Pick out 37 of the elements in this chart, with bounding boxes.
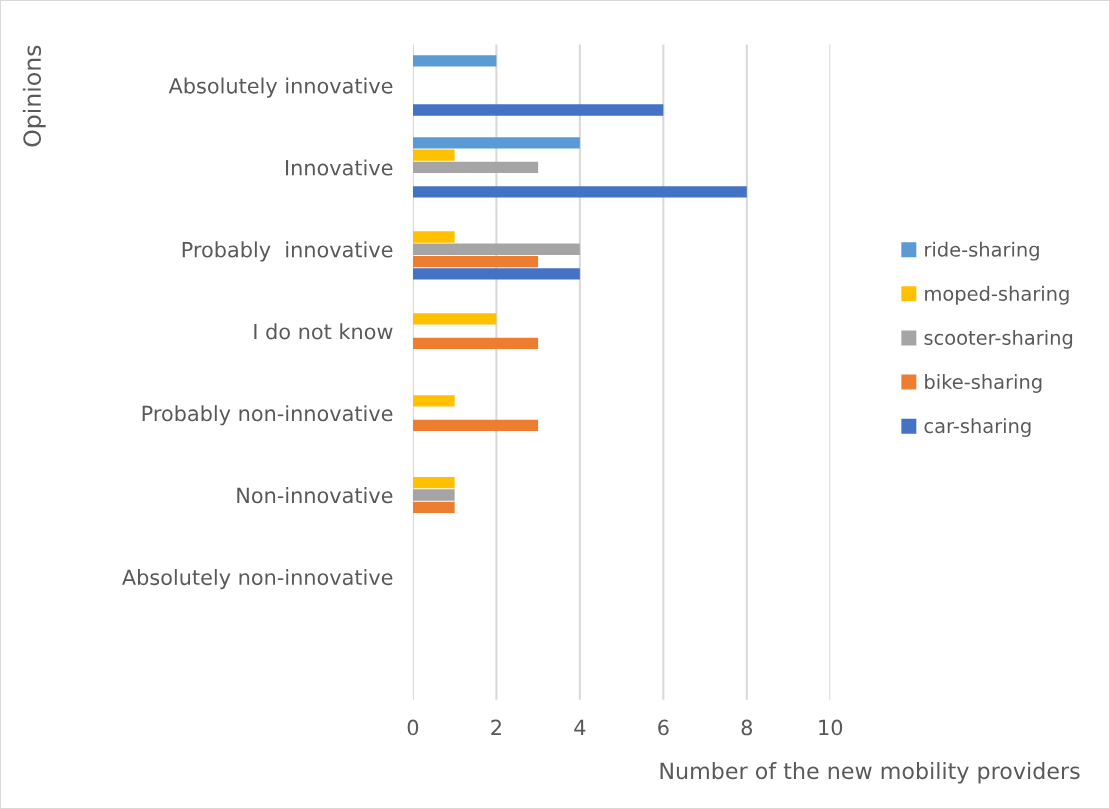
- bar: [412, 243, 580, 255]
- y-tick-label: Absolutely non-innovative: [122, 569, 393, 590]
- x-tick-label: 4: [574, 719, 586, 736]
- x-tick-label: 6: [658, 719, 669, 736]
- bar: [412, 149, 455, 161]
- bar: [412, 137, 580, 149]
- y-tick-label: Non-innovative: [237, 487, 393, 504]
- bar: [412, 419, 539, 432]
- y-tick-label: Probably innovative: [182, 241, 393, 262]
- bar: [412, 104, 664, 116]
- y-tick-label: Absolutely innovative: [168, 77, 393, 98]
- bar: [412, 161, 539, 174]
- legend-label: ride-sharing: [925, 241, 1039, 261]
- bar: [412, 489, 455, 501]
- bar: [412, 55, 497, 67]
- x-tick-label: 2: [491, 719, 501, 736]
- y-axis-title: Opinions: [22, 45, 46, 147]
- x-axis-title: Number of the new mobility providers: [660, 762, 1080, 784]
- bar: [412, 477, 455, 489]
- bar: [412, 268, 580, 280]
- bar: [412, 186, 747, 198]
- bar: [412, 313, 497, 325]
- x-tick-label: 0: [407, 719, 419, 736]
- bar: [412, 337, 539, 350]
- y-tick-label: Probably non-innovative: [142, 405, 393, 426]
- y-tick-label: Innovative: [286, 159, 393, 176]
- bar: [412, 255, 539, 268]
- x-tick-label: 8: [741, 719, 753, 736]
- legend-label: car-sharing: [924, 418, 1031, 437]
- legend-label: moped-sharing: [925, 285, 1069, 305]
- x-tick-label: 10: [819, 719, 843, 736]
- y-tick-label: I do not know: [254, 323, 393, 340]
- bar: [412, 231, 455, 243]
- bar: [412, 501, 455, 513]
- bar: [412, 395, 455, 407]
- legend-label: scooter-sharing: [924, 329, 1073, 349]
- legend-label: bike-sharing: [925, 374, 1042, 393]
